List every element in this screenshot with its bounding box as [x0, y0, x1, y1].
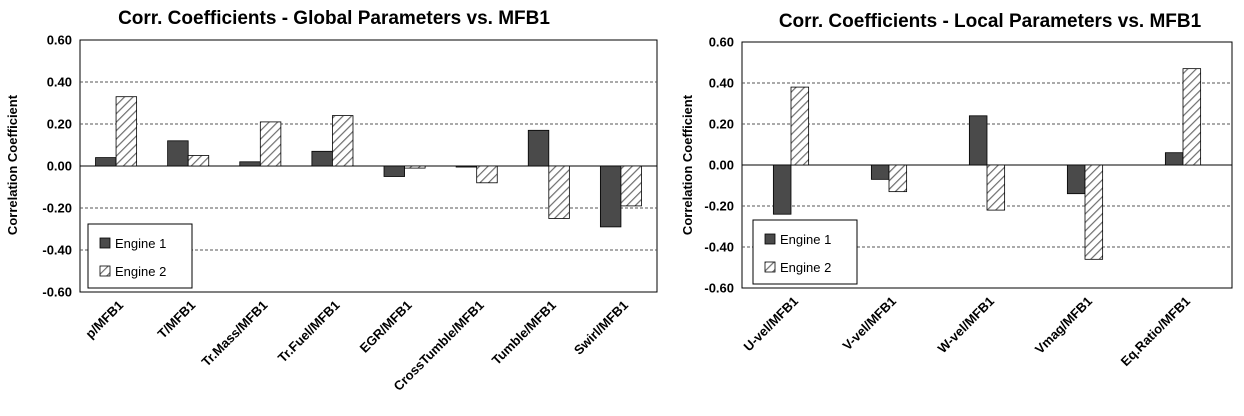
chart2-bar-engine1 [772, 164, 792, 215]
chart2-x-tick-label: U-vel/MFB1 [740, 294, 801, 355]
chart2-y-axis-label: Correlation Coefficient [680, 94, 695, 235]
chart1-bar-engine2 [115, 96, 138, 167]
chart2-bar-engine1 [870, 164, 890, 180]
chart2-legend-swatch-engine1 [764, 233, 776, 245]
chart2-y-tick-label: 0.20 [709, 117, 734, 132]
chart1-y-tick-label: 0.60 [47, 33, 72, 48]
chart1-title: Corr. Coefficients - Global Parameters v… [118, 8, 550, 29]
chart2-title: Corr. Coefficients - Local Parameters vs… [779, 11, 1202, 32]
chart2-x-tick-label: W-vel/MFB1 [935, 294, 998, 357]
chart1-y-tick-label: 0.40 [47, 75, 72, 90]
chart2-plot: 0.60 0.40 0.20 0.00 -0.20 -0.40 -0.60 U-vel/MFB… [704, 35, 1233, 369]
chart1-bar-engine2 [404, 165, 426, 169]
chart1-bar-engine2 [548, 165, 570, 219]
chart2-y-tick-label: -0.60 [704, 281, 734, 296]
chart2-legend-swatch-engine2 [764, 261, 776, 273]
chart1-x-tick-label: Tr.Fuel/MFB1 [275, 298, 343, 366]
chart1-y-tick-label: -0.60 [42, 285, 72, 300]
chart1-x-tick-label: p/MFB1 [82, 298, 126, 342]
chart1-legend-box [87, 223, 193, 289]
chart2-y-tick-label: -0.20 [704, 199, 734, 214]
chart1-y-tick-label: 0.00 [47, 159, 72, 174]
chart2-legend-label: Engine 1 [780, 232, 831, 247]
chart1-bar-engine1 [95, 157, 117, 167]
chart1-x-tick-label: Tumble/MFB1 [489, 298, 559, 368]
chart1-x-tick-label: EGR/MFB1 [357, 298, 415, 356]
chart2-legend: Engine 1 Engine 2 [752, 219, 858, 285]
chart1-x-tick-label: T/MFB1 [155, 298, 199, 342]
chart1-legend-swatch-engine1 [99, 237, 111, 249]
chart2-bar-engine2 [1182, 68, 1202, 166]
chart2-y-tick-label: 0.60 [709, 35, 734, 50]
chart1-bar-engine2 [259, 121, 282, 167]
chart1-bar-engine1 [311, 150, 333, 167]
chart2-bar-engine2 [1084, 164, 1104, 260]
chart1-bar-engine2 [187, 155, 210, 167]
chart1-y-tick-label: 0.20 [47, 117, 72, 132]
chart1-legend-label: Engine 1 [115, 236, 166, 251]
chart1-legend: Engine 1 Engine 2 [87, 223, 193, 289]
chart1-plot: 0.60 0.40 0.20 0.00 -0.20 -0.40 -0.60 p/MFB1 T/M… [42, 33, 658, 394]
chart2-legend-box [752, 219, 858, 285]
chart1-bar-engine1 [383, 165, 405, 177]
chart1-bar-engine2 [620, 165, 642, 207]
chart1-legend-label: Engine 2 [115, 264, 166, 279]
chart1-x-tick-label: Tr.Mass/MFB1 [199, 298, 271, 370]
chart1-y-tick-label: -0.40 [42, 243, 72, 258]
chart2-x-tick-label: Vmag/MFB1 [1032, 294, 1095, 357]
chart2-legend-label: Engine 2 [780, 260, 831, 275]
chart2-x-tick-label: Eq.Ratio/MFB1 [1118, 294, 1193, 369]
chart1-y-tick-label: -0.20 [42, 201, 72, 216]
chart1-bar-engine1 [239, 161, 261, 167]
chart2-y-tick-label: 0.40 [709, 76, 734, 91]
chart2-x-tick-label: V-vel/MFB1 [839, 294, 899, 354]
chart2-bar-engine2 [986, 164, 1006, 211]
chart1-bar-engine2 [332, 115, 354, 167]
chart2-bar-engine2 [888, 164, 908, 193]
chart1-x-tick-label: Swirl/MFB1 [571, 298, 631, 358]
chart1-legend-swatch-engine2 [99, 265, 111, 277]
chart2-y-tick-label: -0.40 [704, 240, 734, 255]
chart1-bar-engine2 [476, 165, 498, 184]
chart2-bar-engine2 [790, 86, 810, 166]
chart2-bar-engine1 [968, 115, 988, 166]
chart1-bar-engine1 [455, 165, 478, 168]
chart1-y-axis-label: Correlation Coefficient [5, 94, 20, 235]
chart1-bar-engine1 [527, 129, 550, 167]
chart1-bar-engine1 [599, 165, 622, 228]
chart2-y-tick-label: 0.00 [709, 158, 734, 173]
chart2-bar-engine1 [1066, 164, 1086, 195]
chart2-bar-engine1 [1164, 152, 1184, 166]
chart1-bar-engine1 [167, 140, 189, 167]
